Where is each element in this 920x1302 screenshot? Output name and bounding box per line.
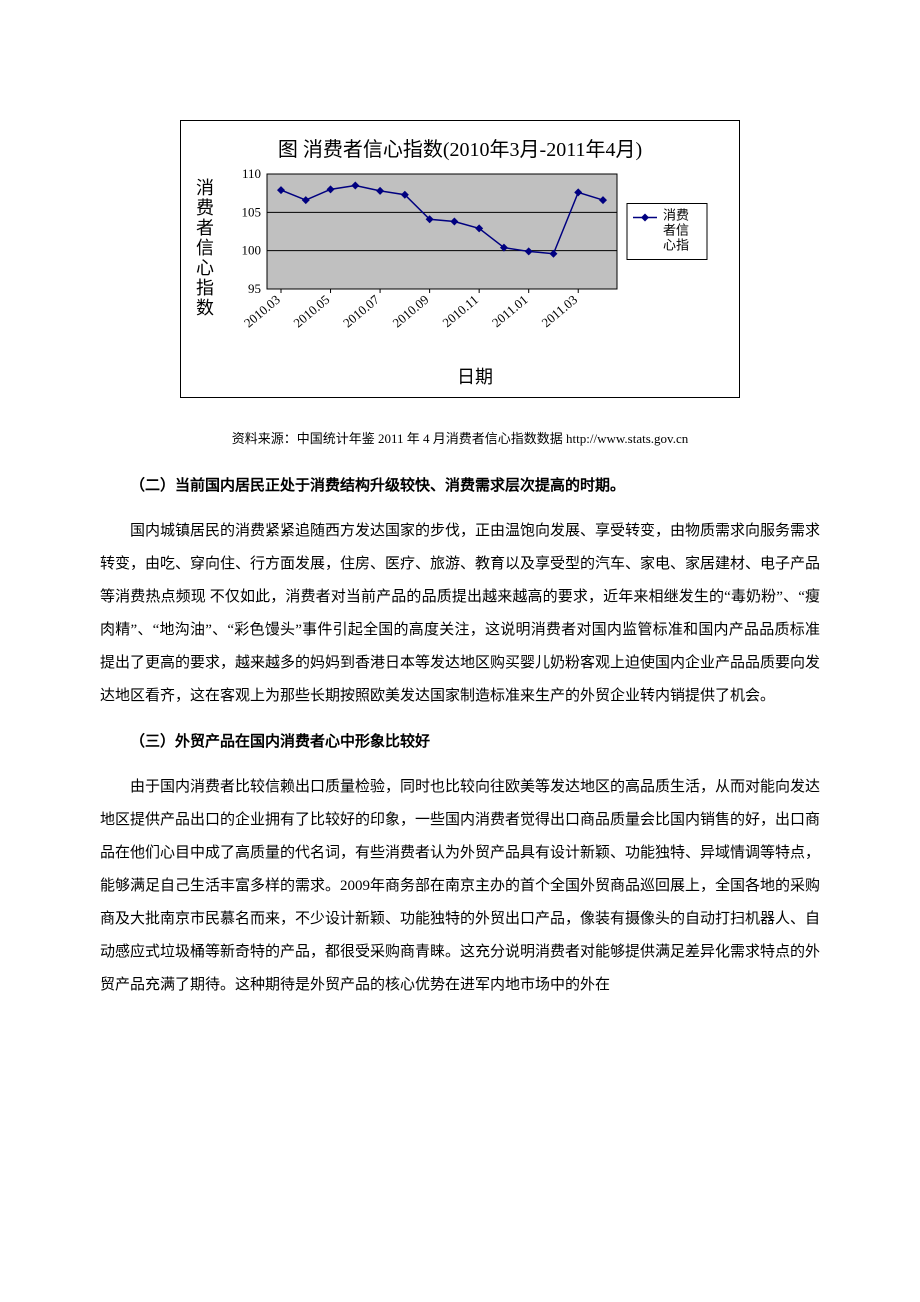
svg-text:2010.07: 2010.07: [340, 291, 382, 330]
confidence-index-chart: 图 消费者信心指数(2010年3月-2011年4月) 消费者信心指数 95 100…: [180, 120, 740, 398]
svg-text:2010.09: 2010.09: [390, 292, 432, 331]
plot-column: 951001051102010.032010.052010.072010.092…: [221, 168, 729, 389]
paragraph-3: 由于国内消费者比较信赖出口质量检验，同时也比较向往欧美等发达地区的高品质生活，从…: [100, 771, 820, 1002]
section-heading-3: （三）外贸产品在国内消费者心中形象比较好: [100, 727, 820, 757]
svg-text:2011.01: 2011.01: [489, 292, 531, 330]
section-heading-2: （二）当前国内居民正处于消费结构升级较快、消费需求层次提高的时期。: [100, 471, 820, 501]
svg-text:2010.03: 2010.03: [241, 292, 283, 331]
chart-title: 图 消费者信心指数(2010年3月-2011年4月): [191, 133, 729, 162]
svg-text:2011.03: 2011.03: [539, 292, 581, 330]
svg-text:105: 105: [242, 204, 262, 219]
svg-text:者信: 者信: [663, 223, 689, 238]
svg-text:2010.11: 2010.11: [439, 292, 481, 330]
paragraph-2: 国内城镇居民的消费紧紧追随西方发达国家的步伐，正由温饱向发展、享受转变，由物质需…: [100, 515, 820, 713]
svg-text:2010.05: 2010.05: [290, 292, 332, 331]
document-page: 图 消费者信心指数(2010年3月-2011年4月) 消费者信心指数 95 100…: [0, 0, 920, 1082]
svg-text:心指: 心指: [663, 238, 689, 253]
svg-text:95: 95: [248, 281, 261, 296]
svg-text:110: 110: [242, 168, 261, 181]
y-axis-label: 消费者信心指数: [191, 178, 217, 318]
svg-text:100: 100: [242, 243, 262, 258]
chart-svg: 951001051102010.032010.052010.072010.092…: [221, 168, 713, 359]
chart-source: 资料来源：中国统计年鉴 2011 年 4 月消费者信心指数数据 http://w…: [100, 428, 820, 447]
x-axis-label: 日期: [221, 363, 729, 389]
chart-body: 消费者信心指数 95 100 105 110 2010.032010.052010.07…: [191, 168, 729, 389]
svg-text:消费: 消费: [663, 208, 689, 223]
